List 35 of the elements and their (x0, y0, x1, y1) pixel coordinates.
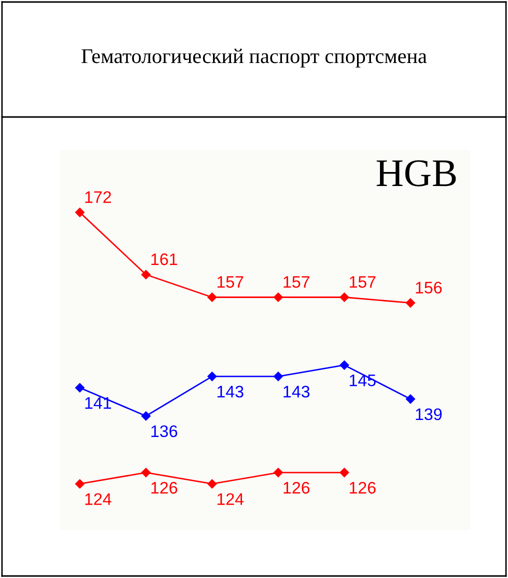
point (340, 468, 349, 478)
data-label: 157 (284, 276, 310, 288)
point (207, 372, 217, 382)
point (75, 208, 84, 218)
point (141, 270, 151, 280)
point (274, 372, 283, 382)
data-label: 136 (151, 425, 178, 438)
point (141, 411, 151, 421)
data-label: 157 (218, 276, 244, 288)
data-label: 143 (284, 386, 310, 398)
data-label: 172 (85, 191, 111, 203)
data-label: 139 (416, 408, 442, 420)
data-label: 157 (350, 276, 376, 288)
chart-subtitle: HGB (376, 160, 456, 186)
point (340, 360, 349, 370)
point (274, 292, 283, 302)
point (406, 394, 416, 404)
data-label: 141 (85, 397, 111, 409)
data-label: 124 (85, 493, 112, 505)
point (207, 292, 217, 302)
data-label: 124 (218, 493, 244, 505)
data-label: 161 (151, 253, 178, 266)
point (406, 298, 416, 308)
point (340, 292, 349, 302)
data-label: 156 (416, 282, 442, 294)
point (75, 479, 84, 488)
point (141, 468, 151, 478)
data-label: 143 (218, 386, 244, 398)
point (75, 383, 84, 392)
data-label: 126 (284, 482, 310, 494)
point (207, 479, 217, 488)
data-label: 126 (350, 482, 376, 494)
chart-title: Гематологический паспорт спортсмена (82, 48, 427, 68)
data-label: 126 (151, 482, 178, 494)
point (274, 468, 283, 478)
